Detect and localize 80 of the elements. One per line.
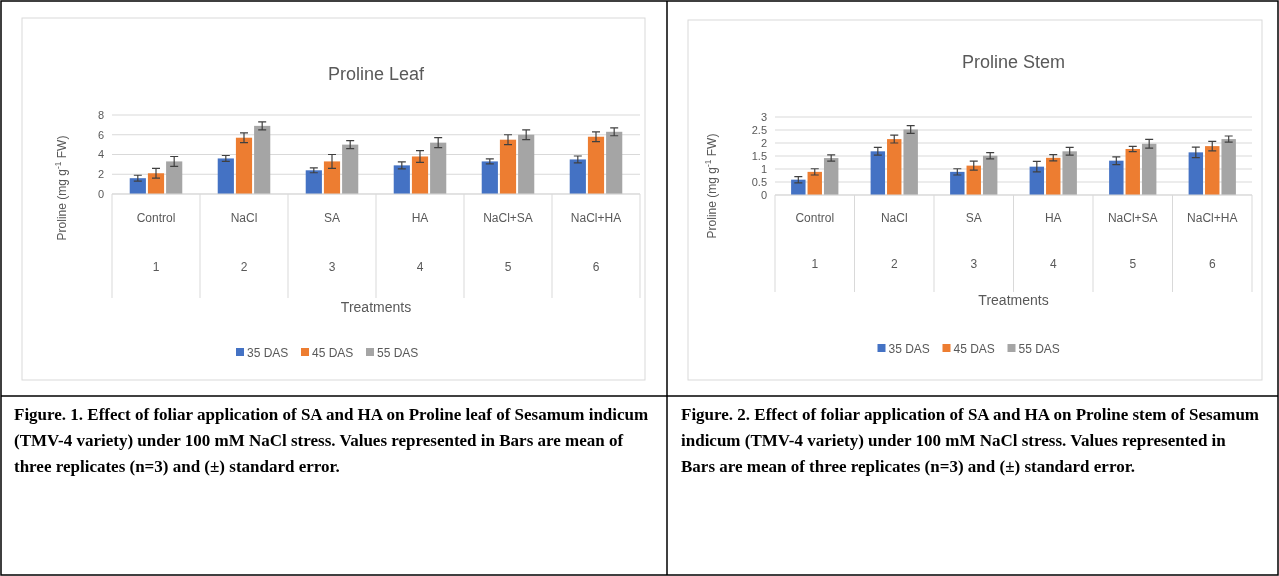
bar [323, 161, 341, 194]
y-tick-label: 2 [97, 168, 104, 181]
text: 2 [240, 260, 248, 274]
bar [430, 142, 447, 194]
text: 6 [592, 260, 600, 274]
y-tick-label: 4 [97, 148, 104, 161]
bar [166, 161, 183, 194]
x-tick-label: NaCl+HA [570, 211, 622, 225]
text: Figure. 2. Effect of foliar application of SA and HA on Proline stem of Sesamum indicum (TMV-4 variety) under 100 mM NaCl stress. Values represented in Bars are mean of three replicates (n=3) and (±) standard error. [681, 405, 1259, 476]
bar [342, 144, 359, 194]
x-tick-label: NaCl [230, 211, 258, 225]
text: 5 [1129, 257, 1137, 271]
bar [1205, 146, 1220, 195]
bar [823, 158, 839, 195]
y-tick-label: 1.5 [751, 149, 767, 162]
bar [393, 165, 410, 194]
x-axis-title: Treatments [978, 292, 1049, 308]
bar [499, 139, 517, 194]
bar [518, 134, 535, 194]
text: 4 [416, 260, 424, 274]
x-axis-title: Treatments [340, 299, 412, 315]
bar [887, 139, 902, 195]
y-tick-label: 2 [760, 136, 767, 149]
y-tick-label: 2.5 [751, 123, 767, 136]
text: 3 [970, 257, 978, 271]
text: 3 [328, 260, 336, 274]
bar [147, 173, 165, 194]
legend-label: 55 DAS [1018, 342, 1060, 356]
bar [254, 125, 271, 194]
legend-label: 45 DAS [953, 342, 995, 356]
chart-title: Proline Leaf [327, 64, 426, 84]
y-tick-label: 6 [97, 128, 104, 141]
text: Figure. 1. Effect of foliar application of SA and HA on Proline leaf of Sesamum indicum (TMV-4 variety) under 100 mM NaCl stress. Values represented in Bars are mean of three replicates (n=3) and (±) standard error. [14, 405, 649, 476]
bar [982, 155, 998, 195]
chart-title: Proline Stem [961, 52, 1066, 72]
bar [569, 159, 586, 194]
legend-label: 35 DAS [247, 346, 289, 360]
bar [1221, 139, 1236, 195]
bar [791, 179, 806, 195]
bar [1062, 151, 1077, 195]
x-tick-label: NaCl+SA [1107, 211, 1158, 225]
legend-label: 45 DAS [312, 346, 354, 360]
x-tick-label: NaCl [880, 211, 908, 225]
x-tick-label: SA [965, 211, 982, 225]
bar [235, 137, 253, 194]
bar [1046, 157, 1061, 195]
text: 1 [811, 257, 819, 271]
bar [870, 151, 886, 195]
y-tick-label: 0 [760, 188, 767, 201]
bar [1188, 152, 1204, 195]
x-tick-label: HA [1044, 211, 1062, 225]
y-tick-label: 0 [97, 187, 104, 200]
y-tick-label: 0.5 [751, 175, 767, 188]
text: 2 [890, 257, 898, 271]
bar [1141, 143, 1157, 195]
x-tick-label: HA [411, 211, 429, 225]
y-tick-label: 8 [97, 108, 104, 121]
text: 1 [152, 260, 160, 274]
x-tick-label: Control [136, 211, 176, 225]
bar [1109, 160, 1124, 195]
bar [950, 171, 965, 195]
y-tick-label: 3 [760, 110, 767, 123]
bar [1125, 148, 1140, 195]
bar [587, 136, 605, 194]
text: 6 [1208, 257, 1216, 271]
x-tick-label: Control [795, 211, 835, 225]
legend-label: 55 DAS [377, 346, 419, 360]
text: 5 [504, 260, 512, 274]
text: 4 [1049, 257, 1057, 271]
legend-label: 35 DAS [888, 342, 930, 356]
bar [606, 131, 623, 194]
y-tick-label: 1 [760, 162, 767, 175]
bar [903, 129, 918, 195]
bar [305, 170, 322, 194]
bar [217, 158, 234, 194]
bar [481, 161, 498, 194]
x-tick-label: NaCl+HA [1187, 211, 1238, 225]
bar [411, 156, 429, 194]
x-tick-label: SA [323, 211, 341, 225]
x-tick-label: NaCl+SA [483, 211, 533, 225]
